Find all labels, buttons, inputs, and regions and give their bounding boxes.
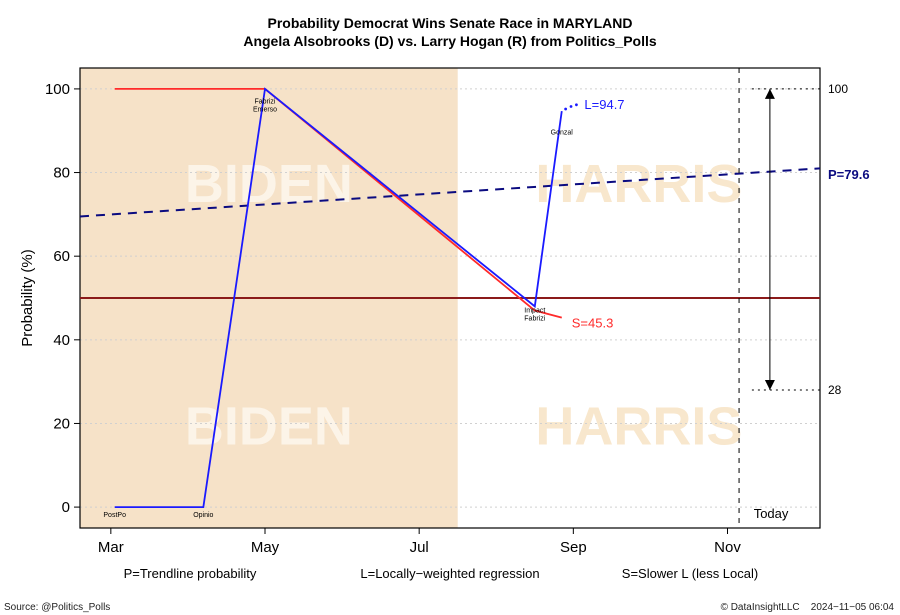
footer-company: © DataInsightLLC xyxy=(721,602,800,613)
svg-text:Impact: Impact xyxy=(524,308,545,315)
svg-text:40: 40 xyxy=(53,332,70,349)
svg-text:PostPo: PostPo xyxy=(103,512,126,519)
svg-text:BIDEN: BIDEN xyxy=(185,154,353,214)
svg-text:S=Slower L (less Local): S=Slower L (less Local) xyxy=(622,566,758,581)
svg-text:0: 0 xyxy=(62,499,70,516)
svg-text:100: 100 xyxy=(828,82,848,96)
svg-text:L=Locally−weighted regression: L=Locally−weighted regression xyxy=(360,566,539,581)
svg-text:100: 100 xyxy=(45,81,70,98)
svg-text:Sep: Sep xyxy=(560,539,587,556)
chart-svg: BIDEN HARRIS BIDEN HARRIS 0 20 40 60 80 100 Probab… xyxy=(0,0,900,615)
svg-text:Angela Alsobrooks (D) vs. Larr: Angela Alsobrooks (D) vs. Larry Hogan (R… xyxy=(243,33,657,49)
svg-text:80: 80 xyxy=(53,165,70,182)
svg-text:Mar: Mar xyxy=(98,539,124,556)
footer-timestamp: 2024−11−05 06:04 xyxy=(811,602,894,613)
svg-text:Gonzal: Gonzal xyxy=(551,129,574,136)
svg-text:S=45.3: S=45.3 xyxy=(572,316,614,331)
svg-text:Probability (%): Probability (%) xyxy=(19,249,36,347)
svg-text:Fabrizi: Fabrizi xyxy=(254,98,275,105)
footer-source: Source: @Politics_Polls xyxy=(4,602,110,613)
svg-text:Opinio: Opinio xyxy=(193,512,213,519)
svg-text:BIDEN: BIDEN xyxy=(185,396,353,456)
footer-credit: © DataInsightLLC 2024−11−05 06:04 xyxy=(721,602,894,613)
svg-text:P=Trendline probability: P=Trendline probability xyxy=(124,566,257,581)
svg-text:HARRIS: HARRIS xyxy=(535,154,742,214)
svg-text:HARRIS: HARRIS xyxy=(535,396,742,456)
svg-text:L=94.7: L=94.7 xyxy=(584,97,624,112)
svg-text:60: 60 xyxy=(53,248,70,265)
svg-text:P=79.6: P=79.6 xyxy=(828,167,870,182)
svg-text:20: 20 xyxy=(53,415,70,432)
svg-text:May: May xyxy=(251,539,280,556)
svg-text:28: 28 xyxy=(828,383,842,397)
svg-text:Today: Today xyxy=(754,506,789,521)
svg-text:Fabrizi: Fabrizi xyxy=(524,316,545,323)
svg-text:Emerso: Emerso xyxy=(253,106,277,113)
chart-container: BIDEN HARRIS BIDEN HARRIS 0 20 40 60 80 100 Probab… xyxy=(0,0,900,615)
svg-text:Probability Democrat Wins Sena: Probability Democrat Wins Senate Race in… xyxy=(268,15,633,31)
svg-text:Nov: Nov xyxy=(714,539,741,556)
svg-text:Jul: Jul xyxy=(410,539,429,556)
